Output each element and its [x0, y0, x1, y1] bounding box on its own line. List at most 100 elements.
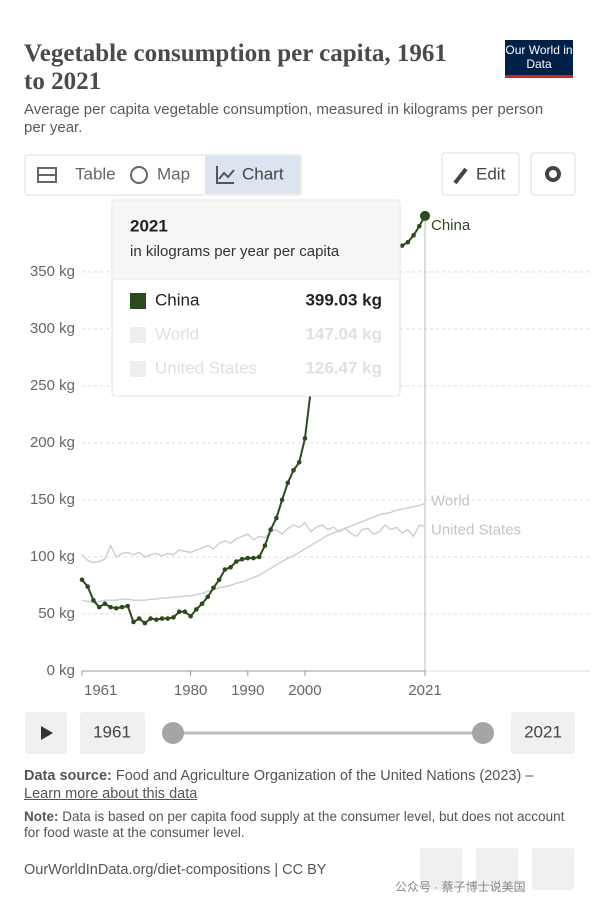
- tab-label[interactable]: Map: [157, 164, 190, 183]
- tooltip-value: 126.47 kg: [305, 358, 382, 377]
- data-point: [136, 616, 142, 621]
- tooltip-name: United States: [155, 358, 257, 377]
- data-point: [234, 559, 239, 564]
- tab-label[interactable]: Chart: [242, 164, 284, 183]
- data-point: [411, 233, 416, 238]
- tooltip-swatch: [130, 293, 146, 309]
- data-point: [176, 609, 182, 614]
- settings-button[interactable]: [530, 152, 576, 196]
- series-line: [81, 502, 426, 604]
- source: Data source: Food and Agriculture Organi…: [24, 767, 574, 803]
- edit-label[interactable]: Edit: [476, 164, 506, 183]
- data-point: [251, 555, 256, 561]
- data-point: [274, 515, 279, 521]
- data-point: [405, 239, 411, 245]
- data-point: [159, 616, 165, 621]
- data-point: [188, 613, 193, 619]
- data-point: [148, 616, 153, 621]
- data-point: [125, 603, 131, 609]
- note-text: Data is based on per capita food supply …: [24, 809, 565, 840]
- y-tick-label: 350 kg: [30, 263, 75, 280]
- end-year-box[interactable]: [511, 712, 575, 754]
- data-point: [262, 543, 268, 548]
- data-point: [102, 601, 108, 607]
- data-point: [165, 616, 171, 621]
- source-label: Data source:: [24, 768, 112, 784]
- start-year: 1961: [93, 722, 131, 741]
- series-line: [81, 521, 426, 564]
- note: Note: Data is based on per capita food s…: [24, 809, 574, 841]
- chart-icon: [218, 169, 235, 180]
- start-year-box[interactable]: [80, 712, 145, 754]
- y-tick-label: 100 kg: [30, 548, 75, 565]
- data-point: [171, 615, 176, 620]
- y-tick-label: 250 kg: [30, 377, 75, 394]
- data-point: [399, 243, 405, 248]
- data-point: [285, 480, 291, 486]
- tooltip-year: 2021: [130, 216, 168, 235]
- data-point: [96, 604, 102, 610]
- data-point: [256, 554, 262, 560]
- series-label: United States: [431, 522, 521, 539]
- data-point: [420, 210, 430, 221]
- tooltip-value: 147.04 kg: [305, 324, 382, 343]
- edit-icon: [453, 167, 468, 185]
- y-tick-label: 200 kg: [30, 434, 75, 451]
- active-tab: [205, 156, 300, 194]
- tab-label[interactable]: Table: [75, 164, 116, 183]
- map-icon: [130, 166, 148, 184]
- subtitle: Average per capita vegetable consumption…: [24, 101, 544, 136]
- data-point: [131, 619, 136, 625]
- download-button[interactable]: [420, 848, 462, 890]
- data-point: [182, 609, 188, 614]
- x-tick-label: 1980: [174, 682, 207, 699]
- play-icon: [41, 726, 53, 740]
- logo-box: [505, 40, 573, 78]
- footer-url: OurWorldInData.org/diet-compositions | C…: [24, 862, 327, 878]
- end-year: 2021: [524, 722, 562, 741]
- edit-button[interactable]: [441, 152, 520, 196]
- data-point: [114, 605, 119, 611]
- fullscreen-button[interactable]: [532, 848, 574, 890]
- data-point: [194, 607, 199, 612]
- slider-handle[interactable]: [162, 722, 184, 744]
- title: Vegetable consumption per capita, 1961 t…: [24, 40, 447, 95]
- source-text: Food and Agriculture Organization of the…: [115, 768, 534, 784]
- y-tick-label: 300 kg: [30, 320, 75, 337]
- tooltip-header: [113, 201, 399, 279]
- data-point: [211, 585, 216, 591]
- data-point: [296, 460, 302, 465]
- note-label: Note:: [24, 809, 59, 824]
- data-point: [79, 577, 85, 583]
- series-label: China: [431, 217, 471, 234]
- data-point: [199, 601, 205, 607]
- logo-stripe: [505, 75, 573, 78]
- watermark: 公众号 · 蔡子博士说美国: [395, 880, 526, 894]
- tooltip-swatch: [130, 327, 146, 343]
- y-tick-label: 150 kg: [30, 491, 75, 508]
- data-point: [142, 620, 148, 626]
- data-point: [245, 555, 251, 561]
- data-point: [279, 497, 285, 503]
- logo: Our World in Data: [505, 43, 573, 71]
- data-point: [205, 594, 211, 600]
- tooltip-unit: in kilograms per year per capita: [130, 243, 340, 260]
- chart-icon: [216, 166, 234, 184]
- data-point: [239, 556, 245, 562]
- data-point: [291, 467, 296, 473]
- data-point: [85, 584, 91, 589]
- tooltip-name: China: [155, 290, 200, 309]
- slider-handle[interactable]: [472, 722, 494, 744]
- gear-icon: [545, 166, 561, 182]
- y-tick-label: 0 kg: [47, 662, 75, 679]
- x-tick-label: 2000: [288, 682, 321, 699]
- share-button[interactable]: [476, 848, 518, 890]
- x-tick-label: 1990: [231, 682, 264, 699]
- data-point: [222, 567, 228, 572]
- data-point: [91, 597, 96, 603]
- source-link[interactable]: Learn more about this data: [24, 786, 198, 802]
- data-point: [108, 604, 113, 610]
- tooltip-name: World: [155, 324, 199, 343]
- data-point: [154, 617, 159, 622]
